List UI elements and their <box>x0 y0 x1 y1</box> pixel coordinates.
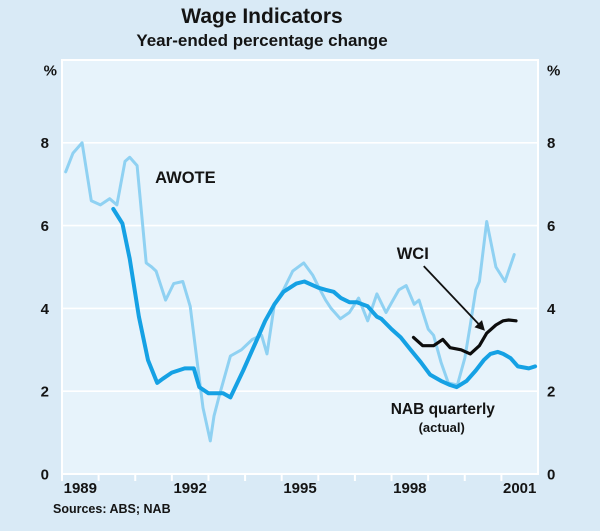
y-tick-label-left-8: 8 <box>41 135 49 152</box>
awote-label: AWOTE <box>155 169 216 187</box>
y-tick-label-right-2: 2 <box>547 384 555 401</box>
y-axis-unit-left: % <box>44 62 57 79</box>
chart-subtitle: Year-ended percentage change <box>136 31 388 50</box>
y-tick-label-right-0: 0 <box>547 466 555 483</box>
chart-title: Wage Indicators <box>181 5 343 28</box>
sources-note: Sources: ABS; NAB <box>53 502 171 516</box>
y-axis-unit-right: % <box>547 62 560 79</box>
y-tick-label-left-2: 2 <box>41 384 49 401</box>
series-line-wci <box>411 318 518 356</box>
wci-arrow-line <box>423 265 481 327</box>
y-tick-label-left-4: 4 <box>41 301 50 318</box>
series-line-nab <box>111 207 538 400</box>
y-tick-label-left-0: 0 <box>41 466 49 483</box>
wci-label: WCI <box>397 245 429 263</box>
x-tick-label-2001: 2001 <box>503 480 536 497</box>
y-tick-label-right-6: 6 <box>547 218 555 235</box>
y-tick-label-right-4: 4 <box>547 301 556 318</box>
x-tick-label-1995: 1995 <box>283 480 316 497</box>
series-line-awote <box>64 141 516 443</box>
x-tick-label-1998: 1998 <box>393 480 426 497</box>
x-tick-label-1992: 1992 <box>173 480 206 497</box>
y-tick-label-left-6: 6 <box>41 218 49 235</box>
wci-arrow-head <box>474 320 485 331</box>
x-tick-label-1989: 1989 <box>64 480 97 497</box>
y-tick-label-right-8: 8 <box>547 135 555 152</box>
nab-label: NAB quarterly <box>391 401 496 418</box>
nab-sublabel: (actual) <box>419 420 465 435</box>
